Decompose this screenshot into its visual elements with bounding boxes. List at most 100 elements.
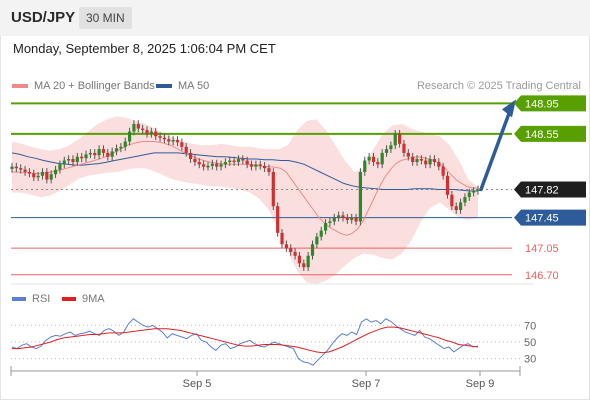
candle: [58, 160, 62, 174]
candle-body: [432, 159, 437, 163]
candle-body: [271, 171, 275, 207]
legend-label-9ma: 9MA: [82, 293, 105, 305]
candle: [337, 211, 341, 222]
legend-swatch-ma20: [12, 84, 28, 89]
candle: [49, 170, 53, 184]
candle: [280, 229, 284, 249]
candle: [223, 158, 228, 169]
candle-body: [188, 152, 193, 160]
rsi-series-9ma: [12, 326, 479, 354]
candle: [328, 217, 332, 227]
candle: [293, 248, 297, 260]
candle-body: [476, 189, 480, 191]
candle: [389, 141, 393, 153]
candle-body: [27, 171, 32, 174]
candle: [393, 130, 397, 150]
candle: [415, 155, 419, 166]
candle-body: [36, 175, 40, 178]
candle: [188, 149, 193, 163]
candle: [119, 143, 123, 153]
projection-arrow-head: [502, 99, 516, 118]
candle-body: [276, 206, 280, 233]
candle: [101, 145, 106, 157]
candle-body: [127, 131, 132, 142]
candle-body: [236, 159, 241, 163]
candle: [219, 160, 223, 171]
candle: [158, 132, 162, 142]
level-tag-label: 147.45: [525, 213, 559, 225]
candle: [284, 240, 288, 252]
candle-body: [23, 169, 27, 172]
candle-body: [358, 171, 363, 222]
candle: [363, 156, 367, 176]
candle-body: [145, 130, 149, 134]
candle-body: [389, 145, 393, 150]
candle-body: [376, 162, 380, 165]
candle-body: [228, 160, 232, 163]
candle: [380, 149, 384, 169]
candle-body: [328, 221, 332, 223]
candle-body: [354, 217, 358, 222]
candle-body: [402, 143, 406, 153]
candle-body: [310, 244, 315, 256]
rsi-tick-70: 70: [524, 320, 536, 332]
candle: [23, 165, 27, 176]
legend-swatch-rsi: [12, 297, 26, 302]
candle-body: [114, 148, 119, 152]
candle-body: [219, 164, 223, 167]
candle: [154, 127, 158, 140]
level-tag-bg: [514, 125, 586, 142]
candle: [406, 149, 410, 161]
candle-body: [428, 159, 432, 165]
candle: [123, 137, 127, 151]
level-tag-label: 148.55: [525, 129, 559, 141]
candle: [441, 162, 445, 180]
candle-body: [332, 217, 336, 222]
candle-body: [123, 141, 127, 147]
candle: [27, 168, 32, 178]
candle-body: [441, 166, 445, 176]
candle: [145, 126, 149, 138]
level-tag-147.82: 147.82: [514, 181, 586, 198]
candle-body: [10, 166, 14, 169]
candle: [97, 145, 101, 160]
candle-body: [306, 255, 310, 268]
candle: [450, 191, 454, 211]
candle: [358, 168, 363, 226]
candle: [258, 160, 262, 170]
candle: [228, 156, 232, 166]
candle: [428, 155, 432, 169]
legend-label-ma20: MA 20 + Bollinger Bands: [34, 80, 155, 92]
candle: [306, 251, 310, 271]
legend-label-rsi: RSI: [32, 293, 51, 305]
candle: [184, 143, 188, 157]
candle-body: [371, 156, 376, 163]
candle: [45, 168, 49, 184]
legend-swatch-9ma: [62, 297, 76, 302]
candle: [267, 164, 271, 176]
candle-body: [232, 160, 236, 163]
candle-body: [367, 156, 371, 161]
candle: [302, 259, 306, 271]
candle: [310, 240, 315, 260]
timeframe-button[interactable]: 30 MIN: [79, 7, 132, 29]
candle-body: [467, 192, 471, 198]
candle-body: [406, 152, 410, 157]
rsi-tick-50: 50: [524, 337, 536, 349]
candle-body: [84, 154, 88, 159]
candle: [319, 226, 323, 241]
candle-body: [58, 164, 62, 170]
candle: [80, 152, 84, 163]
candle-body: [32, 173, 36, 178]
candle-body: [450, 194, 454, 207]
candle: [402, 139, 406, 157]
symbol-title: USD/JPY: [11, 9, 76, 26]
level-tag-label: 148.95: [525, 98, 559, 110]
header-bar: USD/JPY 30 MIN: [0, 0, 590, 36]
candle: [297, 251, 302, 268]
candle: [467, 188, 471, 201]
level-tag-146.70: 146.70: [525, 270, 559, 282]
candle: [398, 130, 402, 148]
candle-body: [415, 159, 419, 163]
